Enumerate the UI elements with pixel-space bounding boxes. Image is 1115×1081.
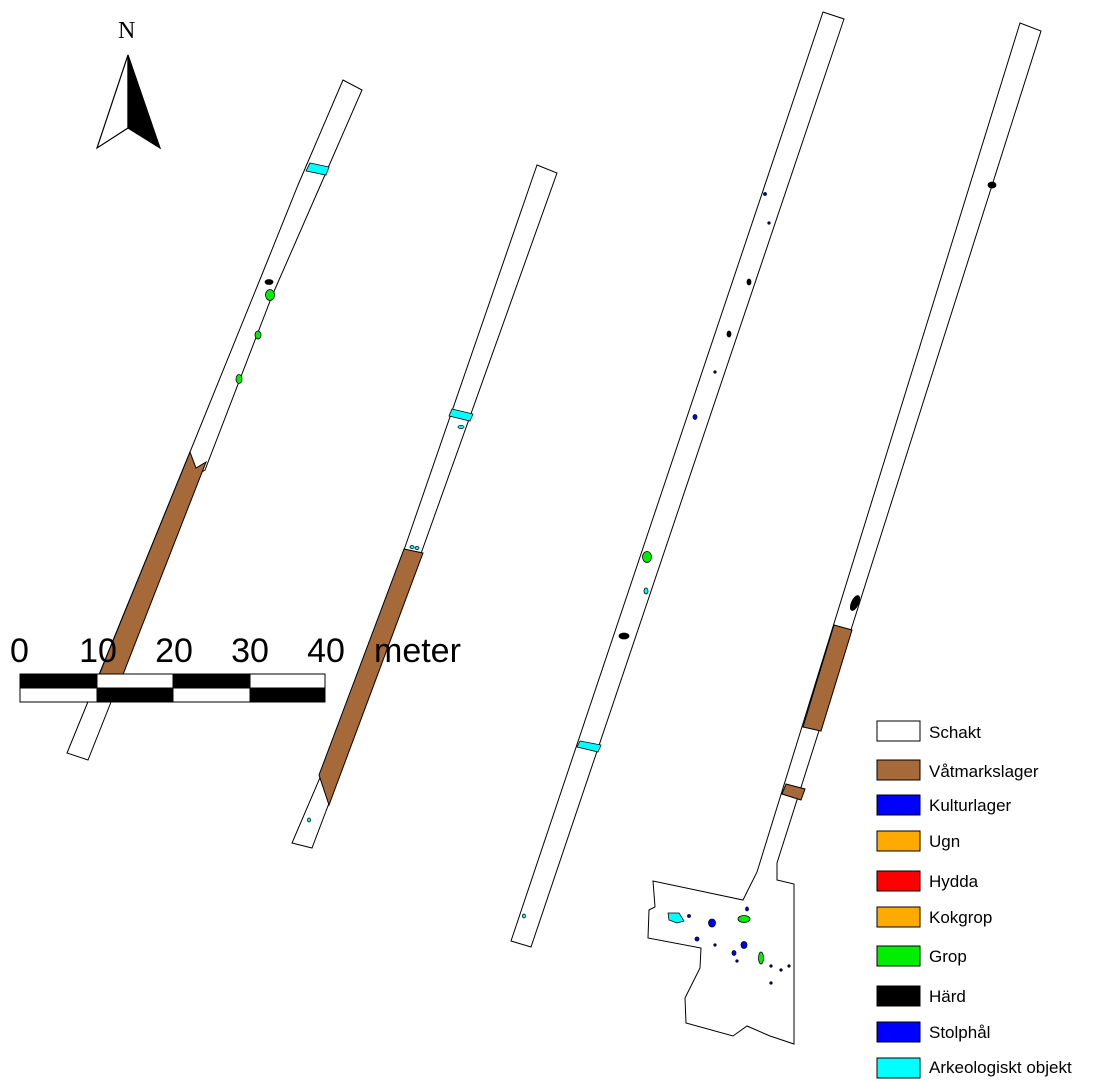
legend-swatch-arkeologiskt-objekt: [876, 1057, 921, 1079]
trench-4-posthole-3: [745, 906, 749, 912]
trench-3-outline: [510, 11, 845, 948]
trench-3-object-band: [576, 740, 602, 753]
scale-tick-40: 40: [307, 632, 345, 670]
legend-label-kokgrop: Kokgrop: [929, 908, 992, 927]
trench-4-posthole-12: [769, 981, 773, 985]
trench-1-hearth: [264, 279, 274, 285]
trench-3-hearth-2: [726, 330, 732, 338]
scale-tick-30: 30: [231, 632, 269, 670]
trench-4-pit-1: [737, 915, 751, 923]
scale-tick-0: 0: [10, 632, 29, 670]
trench-3-object-1: [643, 587, 649, 595]
legend-label-schakt: Schakt: [929, 723, 981, 742]
trench-4-object-1: [667, 912, 685, 924]
legend-swatch-hard: [876, 985, 921, 1007]
trench-2-object-1: [457, 425, 465, 429]
legend-swatch-hydda: [876, 870, 921, 892]
trench-4: [647, 22, 1042, 1045]
scale-segment-2-bottom: [96, 687, 174, 703]
trench-4-outline: [647, 22, 1042, 1045]
trench-1: [66, 79, 363, 761]
scale-segment-1-bottom: [19, 687, 98, 703]
trench-3-pit: [642, 551, 652, 563]
trench-1-pit-3: [235, 374, 243, 384]
trench-3-posthole-3: [713, 370, 717, 374]
north-arrow: N: [95, 18, 162, 150]
north-label: N: [118, 18, 135, 44]
scale-segment-4-bottom: [249, 687, 326, 703]
legend-swatch-kulturlager: [876, 794, 921, 816]
trench-4-posthole-8: [735, 959, 739, 963]
trench-3: [510, 11, 845, 948]
legend-swatch-ugn: [876, 830, 921, 852]
legend-swatch-kokgrop: [876, 906, 921, 928]
scale-tick-10: 10: [79, 632, 117, 670]
trench-3-hearth-1: [746, 278, 752, 286]
trench-4-posthole-5: [713, 943, 717, 947]
trench-4-pit-2: [758, 951, 764, 965]
trench-4-posthole-4: [694, 936, 700, 942]
trench-2-object-band: [448, 408, 474, 422]
trench-3-object-2: [522, 913, 526, 919]
trench-1-object-band: [305, 162, 330, 176]
trench-3-posthole-4: [692, 414, 698, 420]
trench-3-hearth-3: [618, 632, 630, 640]
trench-2: [291, 164, 558, 849]
trench-1-pit-2: [254, 330, 262, 340]
scale-segment-2-top: [96, 673, 174, 689]
scale-bar: 0 10 20 30 40 meter: [10, 632, 461, 703]
legend-swatch-schakt: [876, 720, 921, 742]
legend-swatch-grop: [876, 945, 921, 967]
north-arrow-left-half: [95, 54, 129, 150]
trench-4-posthole-9: [769, 964, 773, 968]
legend-swatch-vatmarkslager: [876, 759, 921, 781]
trench-4-hearth-1: [987, 181, 997, 189]
trench-1-pit-1: [265, 289, 275, 301]
legend-swatch-stolphal: [876, 1021, 921, 1043]
trench-4-hearth-2: [849, 595, 861, 611]
legend-label-ugn: Ugn: [929, 832, 960, 851]
scale-segment-3-bottom: [172, 687, 251, 703]
legend-label-hydda: Hydda: [929, 872, 979, 891]
trench-4-posthole-2: [708, 918, 716, 928]
trench-4-posthole-1: [687, 914, 691, 918]
trench-4-posthole-10: [779, 968, 783, 972]
trench-2-object-2: [409, 545, 415, 549]
legend-label-arkeologiskt-objekt: Arkeologiskt objekt: [929, 1058, 1072, 1077]
trench-1-wetland-layer: [96, 450, 207, 696]
scale-unit: meter: [374, 632, 461, 670]
legend-label-grop: Grop: [929, 947, 967, 966]
scale-segment-3-top: [172, 673, 251, 689]
trench-4-posthole-6: [740, 941, 748, 949]
scale-tick-20: 20: [155, 632, 193, 670]
scale-segment-4-top: [249, 673, 326, 689]
trench-4-posthole-11: [787, 964, 791, 968]
legend-label-stolphal: Stolphål: [929, 1023, 990, 1042]
trench-2-wetland-layer: [318, 548, 424, 807]
trench-4-wetland-layer-2: [781, 783, 806, 801]
trench-3-posthole-2: [767, 221, 771, 225]
legend-label-vatmarkslager: Våtmarkslager: [929, 762, 1039, 781]
scale-segment-1-top: [19, 673, 98, 689]
legend-label-hard: Härd: [929, 987, 966, 1006]
trench-2-object-3: [414, 546, 420, 550]
trench-2-object-4: [307, 817, 311, 823]
trench-4-wetland-layer-1: [802, 624, 853, 732]
legend-label-kulturlager: Kulturlager: [929, 796, 1012, 815]
trench-3-posthole-1: [763, 192, 767, 196]
trench-4-posthole-7: [731, 950, 737, 956]
legend: Schakt Våtmarkslager Kulturlager Ugn Hyd…: [876, 720, 1072, 1079]
north-arrow-right-half: [127, 54, 162, 150]
